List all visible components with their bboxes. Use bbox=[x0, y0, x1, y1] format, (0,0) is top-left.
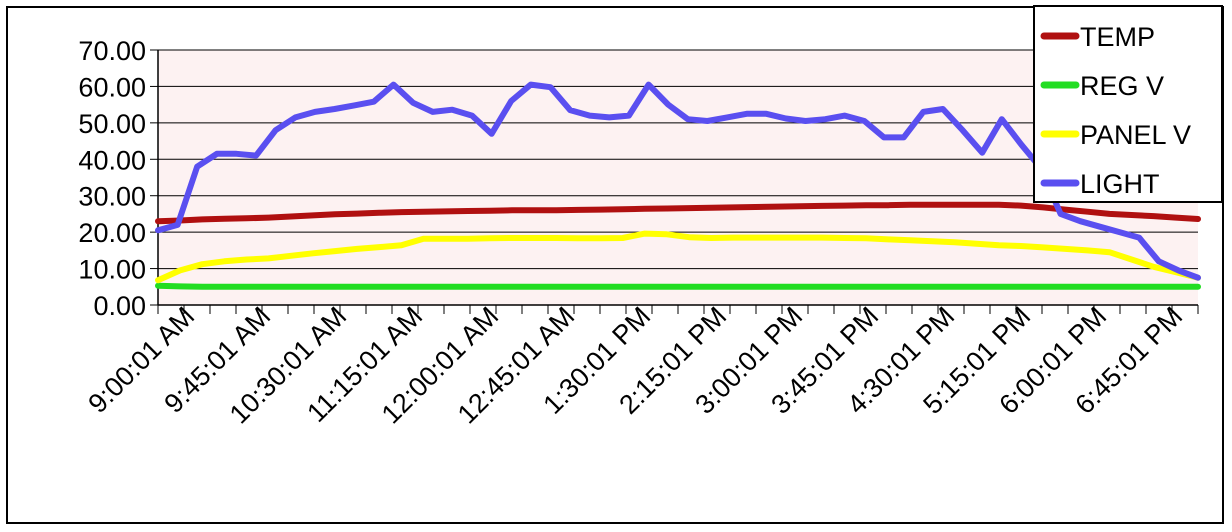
series-line-panel-v bbox=[155, 230, 1201, 284]
legend-label-reg-v: REG V bbox=[1080, 71, 1164, 101]
series-line-temp bbox=[155, 201, 1201, 225]
y-tick-label: 70.00 bbox=[78, 36, 146, 66]
y-tick-label: 60.00 bbox=[78, 72, 146, 102]
plot-area bbox=[158, 50, 1198, 305]
y-tick-label: 10.00 bbox=[78, 255, 146, 285]
y-axis: 70.00 60.00 50.00 40.00 30.00 20.00 10.00 0.00 bbox=[78, 36, 159, 321]
legend-label-light: LIGHT bbox=[1080, 169, 1160, 199]
series-lines bbox=[155, 81, 1201, 290]
gridlines bbox=[158, 49, 1198, 306]
y-tick-label: 40.00 bbox=[78, 145, 146, 175]
legend: TEMP REG V PANEL V LIGHT bbox=[1033, 5, 1223, 203]
y-tick-label: 30.00 bbox=[78, 182, 146, 212]
y-tick-label: 0.00 bbox=[93, 291, 146, 321]
legend-label-panel-v: PANEL V bbox=[1080, 120, 1191, 150]
y-tick-label: 50.00 bbox=[78, 109, 146, 139]
legend-label-temp: TEMP bbox=[1080, 22, 1155, 52]
series-line-reg-v bbox=[155, 282, 1201, 290]
y-tick-label: 20.00 bbox=[78, 218, 146, 248]
series-line-light bbox=[155, 81, 1201, 281]
